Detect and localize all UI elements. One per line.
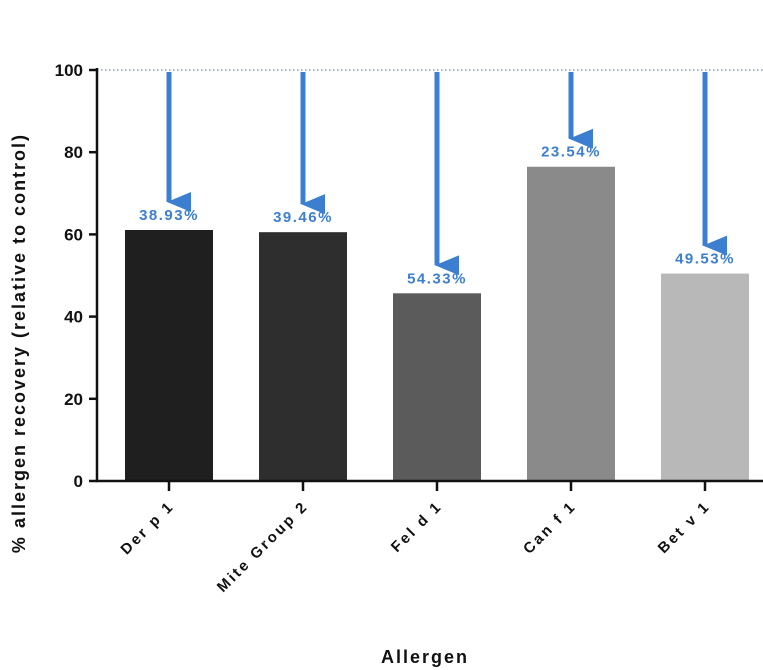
data-label-can-f-1: 23.54% (541, 144, 601, 161)
plot-area: 0 20 40 60 80 100 38.93% Der p 1 39.46% Mite Grou… (55, 61, 763, 596)
bar-mite-group-2 (259, 232, 347, 481)
data-label-bet-v-1: 49.53% (675, 251, 735, 268)
x-tick-label-mite-group-2: Mite Group 2 (214, 498, 312, 596)
bar-der-p-1 (125, 230, 213, 481)
y-tick-label-20: 20 (64, 390, 83, 409)
data-label-mite-group-2: 39.46% (273, 209, 333, 226)
bar-fel-d-1 (393, 293, 481, 481)
y-tick-label-40: 40 (64, 308, 83, 327)
data-label-der-p-1: 38.93% (139, 207, 199, 224)
x-tick-label-bet-v-1: Bet v 1 (655, 498, 714, 557)
y-tick-label-60: 60 (64, 225, 83, 244)
x-tick-label-fel-d-1: Fel d 1 (388, 498, 446, 556)
x-tick-label-der-p-1: Der p 1 (117, 498, 177, 558)
x-tick-label-can-f-1: Can f 1 (520, 498, 580, 558)
bar-bet-v-1 (661, 273, 749, 481)
bar-can-f-1 (527, 166, 615, 482)
y-tick-label-100: 100 (55, 61, 83, 80)
x-axis-title: Allergen (381, 647, 469, 667)
y-tick-label-0: 0 (74, 472, 83, 491)
y-axis-title: % allergen recovery (relative to control… (9, 133, 29, 553)
y-tick-label-80: 80 (64, 143, 83, 162)
data-label-fel-d-1: 54.33% (407, 270, 467, 287)
